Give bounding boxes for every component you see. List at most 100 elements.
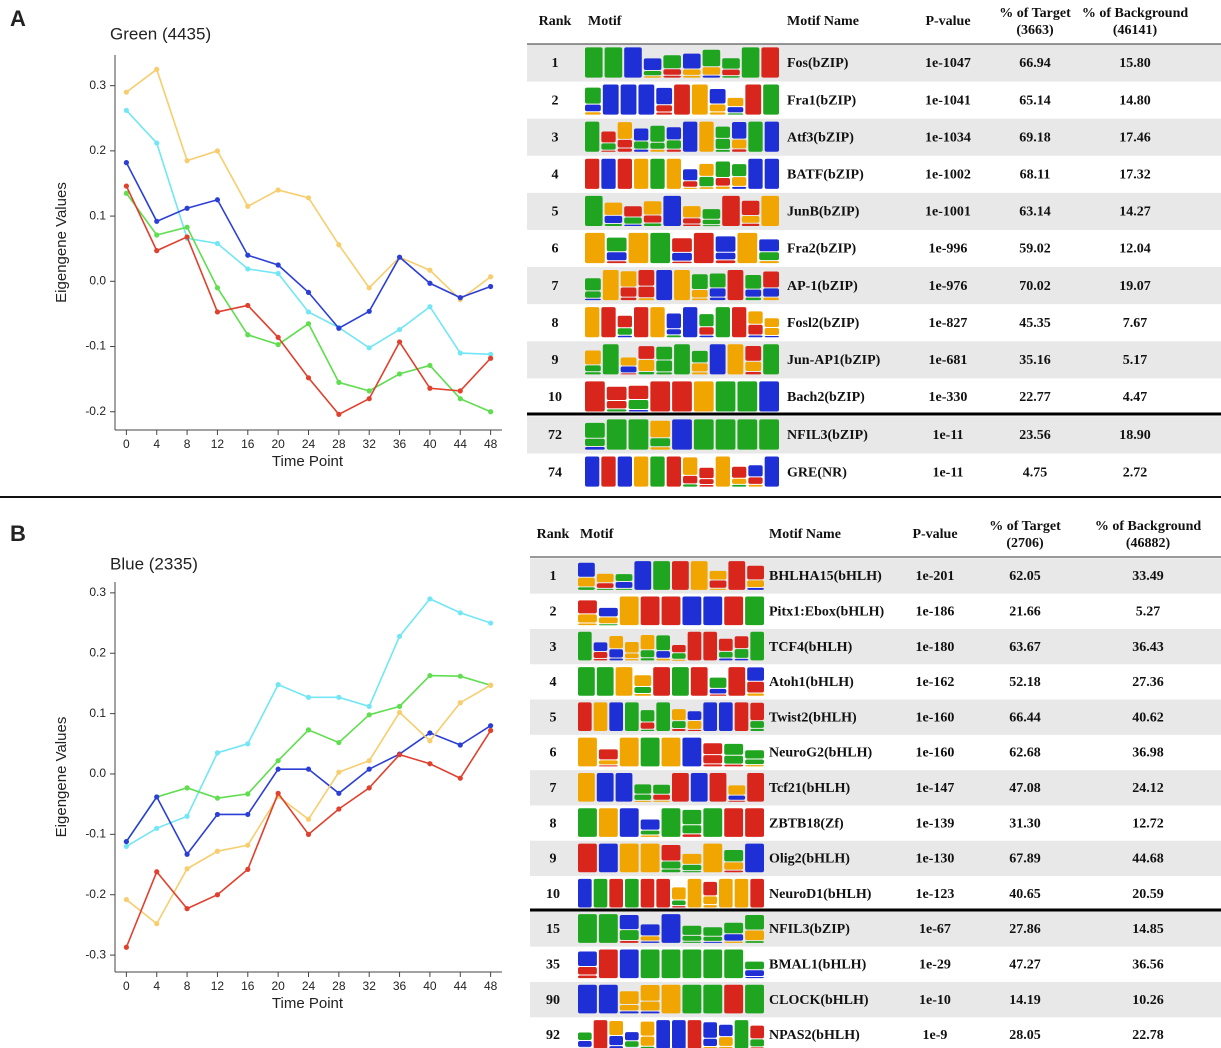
cell: NeuroD1(bHLH) xyxy=(769,887,872,902)
logo-letter xyxy=(619,915,639,930)
logo-letter xyxy=(585,381,605,412)
data-point xyxy=(366,766,372,772)
data-point xyxy=(336,411,342,417)
logo-letter xyxy=(601,131,616,143)
logo-letter xyxy=(656,372,673,375)
logo-letter xyxy=(683,475,698,484)
logo-letter xyxy=(663,195,681,226)
panel-label: A xyxy=(10,6,26,31)
logo-letter xyxy=(601,143,616,150)
logo-letter xyxy=(650,149,665,152)
logo-letter xyxy=(620,297,637,301)
logo-letter xyxy=(620,373,637,375)
cell: TCF4(bHLH) xyxy=(769,640,853,655)
logo-letter xyxy=(656,87,673,105)
logo-letter xyxy=(620,287,637,297)
logo-letter xyxy=(625,659,639,661)
cell: 23.56 xyxy=(1019,428,1051,443)
logo-letter xyxy=(625,702,639,732)
cell: BMAL1(bHLH) xyxy=(769,958,867,973)
logo-letter xyxy=(727,113,744,115)
cell: 1e-130 xyxy=(916,852,955,867)
logo-letter xyxy=(703,936,723,941)
logo-letter xyxy=(699,479,714,485)
logo-letter xyxy=(578,577,595,587)
logo-letter xyxy=(640,710,655,722)
logo-letter xyxy=(578,631,592,661)
cell: 33.49 xyxy=(1132,569,1164,584)
logo-letter xyxy=(690,772,708,802)
data-point xyxy=(457,350,463,356)
logo-letter xyxy=(656,635,670,651)
data-point xyxy=(396,339,403,345)
logo-letter xyxy=(672,252,692,261)
logo-letter xyxy=(666,335,681,338)
cell: 62.68 xyxy=(1009,746,1041,761)
logo-letter xyxy=(602,270,619,301)
logo-letter xyxy=(703,927,723,936)
data-point xyxy=(214,285,221,291)
data-point xyxy=(366,712,372,718)
logo-letter xyxy=(682,941,702,943)
logo-letter xyxy=(666,158,681,189)
logo-letter xyxy=(638,371,655,375)
cell: 47.08 xyxy=(1009,781,1041,796)
cell: 22.78 xyxy=(1132,1028,1164,1043)
logo-letter xyxy=(598,914,618,943)
data-point xyxy=(396,326,403,333)
data-point xyxy=(336,790,342,796)
logo-letter xyxy=(650,381,671,412)
x-tick-label: 16 xyxy=(241,979,255,993)
data-point xyxy=(457,673,463,679)
cell: 5.27 xyxy=(1136,605,1161,620)
cell: 68.11 xyxy=(1020,168,1051,183)
logo-letter xyxy=(699,327,714,335)
cell: 90 xyxy=(546,993,560,1008)
logo-letter xyxy=(748,335,763,338)
column-header: Motif xyxy=(588,14,622,29)
logo-letter xyxy=(734,649,749,658)
logo-letter xyxy=(683,121,698,152)
logo-letter xyxy=(650,307,665,338)
cell: 1e-1034 xyxy=(925,130,971,145)
x-tick-label: 8 xyxy=(184,437,191,451)
column-header: Rank xyxy=(539,14,572,29)
logo-letter xyxy=(759,381,779,412)
data-point xyxy=(123,838,129,845)
logo-letter xyxy=(703,743,723,755)
logo-letter xyxy=(745,914,764,930)
logo-letter xyxy=(747,587,764,590)
logo-letter xyxy=(604,224,623,226)
logo-letter xyxy=(747,565,764,580)
column-header: % of Target xyxy=(989,519,1061,534)
row-shade xyxy=(527,44,1221,82)
logo-letter xyxy=(578,1032,592,1041)
x-tick-label: 44 xyxy=(454,979,468,993)
logo-letter xyxy=(578,843,597,873)
logo-letter xyxy=(578,702,592,732)
logo-letter xyxy=(715,186,730,189)
data-point xyxy=(275,341,281,348)
logo-letter xyxy=(666,127,681,140)
logo-letter xyxy=(703,1022,717,1038)
data-point xyxy=(336,739,342,746)
logo-letter xyxy=(745,297,762,301)
cell: 44.68 xyxy=(1132,852,1164,867)
logo-letter xyxy=(748,121,763,152)
logo-letter xyxy=(663,55,681,69)
logo-letter xyxy=(598,607,618,617)
logo-letter xyxy=(653,667,670,696)
data-point xyxy=(457,742,463,748)
logo-letter xyxy=(656,878,670,908)
cell: Fos(bZIP) xyxy=(787,56,849,71)
logo-letter xyxy=(724,870,744,873)
logo-letter xyxy=(690,561,708,590)
logo-letter xyxy=(617,335,632,338)
logo-letter xyxy=(727,270,744,301)
logo-letter xyxy=(672,709,686,721)
logo-letter xyxy=(715,236,736,252)
cell: 36.43 xyxy=(1132,640,1164,655)
data-point xyxy=(336,379,342,385)
logo-letter xyxy=(640,985,660,1001)
logo-letter xyxy=(606,252,627,261)
